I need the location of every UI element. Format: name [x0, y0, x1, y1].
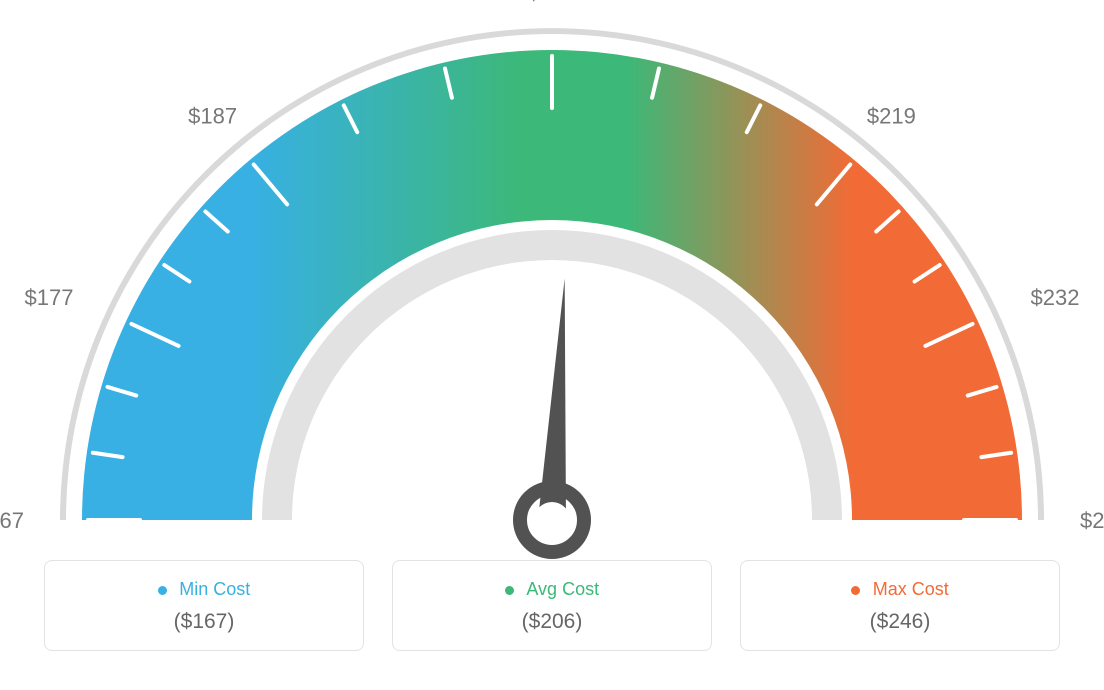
gauge-tick-label: $177	[25, 285, 74, 310]
legend-title-min: Min Cost	[179, 579, 250, 599]
gauge-tick-label: $206	[528, 0, 577, 5]
legend-dot-min	[158, 586, 167, 595]
gauge-needle-hub-inner	[534, 502, 570, 538]
gauge-tick-label: $232	[1031, 285, 1080, 310]
legend-dot-avg	[505, 586, 514, 595]
gauge-tick-label: $187	[188, 104, 237, 129]
gauge-tick-label: $167	[0, 508, 24, 533]
legend-title-avg: Avg Cost	[526, 579, 599, 599]
legend-dot-max	[851, 586, 860, 595]
cost-gauge: $167 $177 $187 $206 $219 $232 $246	[0, 0, 1104, 560]
legend-value-max: ($246)	[751, 610, 1049, 634]
legend-value-avg: ($206)	[403, 610, 701, 634]
legend-row: Min Cost ($167) Avg Cost ($206) Max Cost…	[0, 560, 1104, 651]
legend-card-min: Min Cost ($167)	[44, 560, 364, 651]
legend-value-min: ($167)	[55, 610, 353, 634]
legend-card-avg: Avg Cost ($206)	[392, 560, 712, 651]
legend-title-max: Max Cost	[873, 579, 949, 599]
gauge-tick-label: $219	[867, 104, 916, 129]
legend-card-max: Max Cost ($246)	[740, 560, 1060, 651]
gauge-tick-label: $246	[1080, 508, 1104, 533]
gauge-svg: $167 $177 $187 $206 $219 $232 $246	[0, 0, 1104, 560]
